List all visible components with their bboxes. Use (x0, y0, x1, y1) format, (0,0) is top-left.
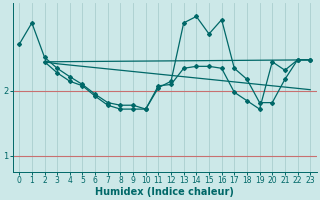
X-axis label: Humidex (Indice chaleur): Humidex (Indice chaleur) (95, 187, 234, 197)
